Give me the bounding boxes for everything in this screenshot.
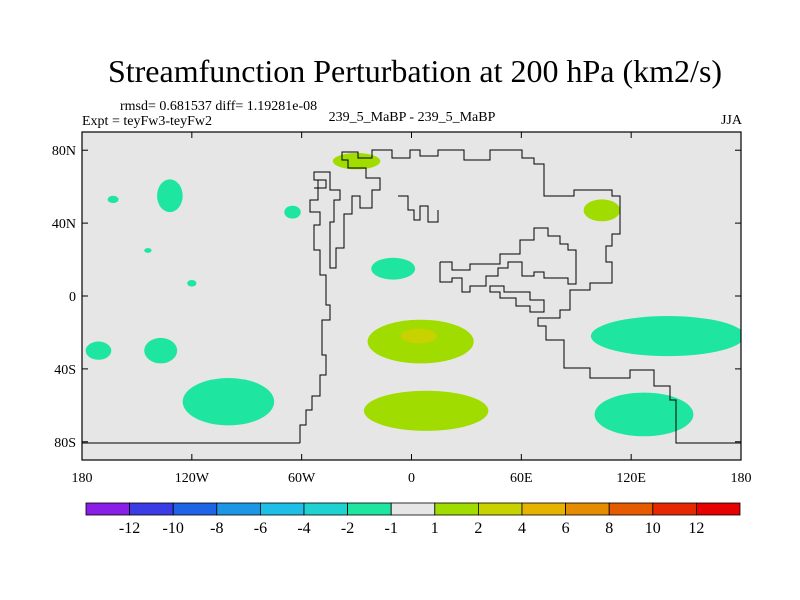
colorbar-label: -1	[385, 520, 398, 537]
contour-pacific-neg-small-3	[187, 279, 197, 287]
colorbar-label: 4	[518, 520, 526, 537]
y-tick-label: 80N	[52, 144, 76, 159]
colorbar-label: 10	[645, 520, 661, 537]
contour-pacific-neg-1	[157, 179, 183, 213]
colorbar-swatch	[434, 502, 479, 516]
x-tick-label: 120E	[616, 471, 646, 486]
colorbar-label: 2	[474, 520, 482, 537]
colorbar-swatch	[303, 502, 348, 516]
contour-southern-atlantic-pos	[363, 390, 489, 431]
x-tick-label: 0	[408, 471, 415, 486]
y-axis: 80N 40N 0 40S 80S	[52, 144, 741, 451]
colorbar-swatch	[608, 502, 654, 516]
colorbar-swatch	[652, 502, 697, 516]
contour-atlantic-neg-1	[284, 205, 301, 219]
colorbar-swatch	[696, 502, 741, 516]
contour-pacific-neg-small-1	[107, 195, 119, 204]
colorbar-swatch	[477, 502, 523, 516]
colorbar-label: -2	[341, 520, 354, 537]
colorbar-swatch	[129, 502, 174, 516]
contour-siberia-positive	[583, 199, 621, 222]
colorbar-label: -12	[119, 520, 140, 537]
colorbar: -12 -10 -8 -6 -4 -2 -1 1 2 4 6 8 10 12	[85, 502, 741, 537]
experiment-label: Expt = teyFw3-teyFw2	[82, 114, 212, 129]
contour-southern-indian-neg	[594, 392, 694, 437]
contour-arctic-positive	[332, 152, 381, 170]
colorbar-label: -8	[210, 520, 223, 537]
coastlines	[82, 149, 741, 444]
x-tick-label: 120W	[175, 471, 210, 486]
case-label: 239_5_MaBP - 239_5_MaBP	[329, 110, 496, 125]
colorbar-swatch	[565, 502, 610, 516]
colorbar-label: 6	[562, 520, 570, 537]
stats-label: rmsd= 0.681537 diff= 1.19281e-08	[120, 99, 317, 114]
colorbar-swatch	[85, 502, 130, 516]
colorbar-label: 8	[605, 520, 613, 537]
colorbar-label: -10	[163, 520, 184, 537]
colorbar-label: -6	[254, 520, 267, 537]
contour-south-atlantic-peak	[400, 328, 438, 344]
coastline-americas	[299, 149, 741, 444]
x-tick-label: 60W	[288, 471, 316, 486]
colorbar-swatch	[521, 502, 566, 516]
colorbar-swatch	[390, 502, 436, 516]
y-tick-label: 80S	[54, 436, 76, 451]
season-label: JJA	[721, 113, 743, 128]
colorbar-label: 12	[688, 520, 704, 537]
x-tick-label: 180	[72, 471, 93, 486]
y-tick-label: 40S	[54, 363, 76, 378]
contour-southern-pacific-neg	[182, 378, 275, 426]
x-tick-label: 180	[731, 471, 752, 486]
colorbar-label: -4	[297, 520, 310, 537]
contour-indian-ocean-neg	[590, 316, 741, 357]
colorbar-swatch	[172, 502, 218, 516]
colorbar-swatch	[259, 502, 305, 516]
contour-pacific-neg-small-2	[144, 248, 152, 253]
x-tick-label: 60E	[510, 471, 533, 486]
y-tick-label: 0	[69, 290, 76, 305]
chart-title: Streamfunction Perturbation at 200 hPa (…	[108, 53, 722, 89]
contour-fills	[85, 152, 741, 437]
y-tick-label: 40N	[52, 217, 76, 232]
colorbar-label: 1	[431, 520, 439, 537]
contour-pacific-neg-2	[144, 337, 178, 364]
colorbar-swatch	[216, 502, 261, 516]
coastline-eurasia	[82, 179, 577, 444]
x-axis: 180 120W 60W 0 60E 120E 180	[72, 132, 752, 486]
contour-tropical-atlantic-neg	[371, 257, 416, 280]
contour-dateline-neg	[85, 341, 112, 360]
colorbar-swatch	[347, 502, 392, 516]
